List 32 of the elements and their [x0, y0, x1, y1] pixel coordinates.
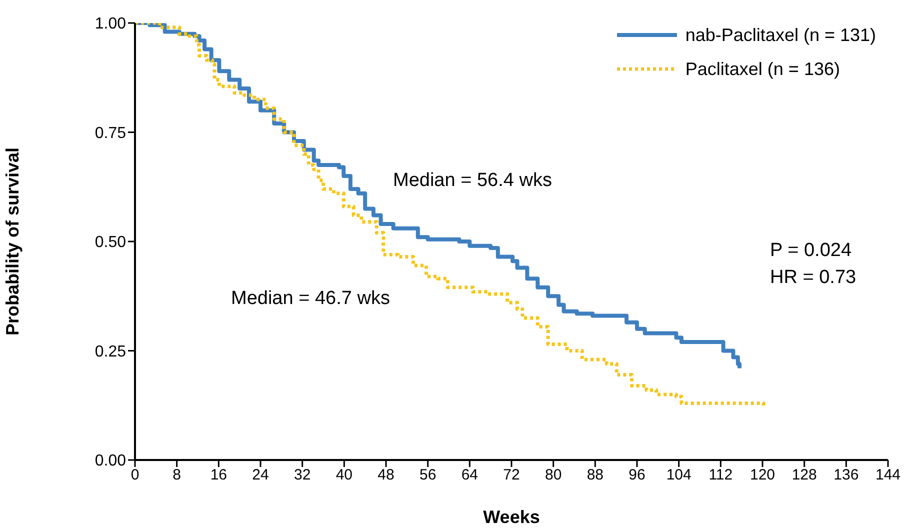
x-axis-title: Weeks [483, 507, 540, 527]
annotation: Median = 56.4 wks [393, 170, 552, 192]
y-tick-label: 0.00 [94, 452, 126, 470]
x-tick-label: 40 [336, 466, 353, 484]
annotation: P = 0.024 [770, 240, 852, 262]
x-tick-label: 56 [419, 466, 436, 484]
x-tick-label: 64 [461, 466, 478, 484]
x-tick-label: 112 [708, 466, 733, 484]
x-tick-label: 8 [172, 466, 182, 484]
x-tick-label: 88 [586, 466, 604, 484]
x-tick-label: 0 [130, 466, 140, 484]
x-tick-label: 24 [252, 466, 269, 484]
legend-label: Paclitaxel (n = 136) [685, 58, 840, 80]
y-tick-label: 0.75 [94, 124, 126, 142]
y-axis-title: Probability of survival [2, 147, 22, 336]
y-tick-label: 0.25 [94, 343, 126, 360]
x-tick-label: 144 [875, 466, 901, 484]
x-tick-label: 80 [544, 466, 562, 484]
x-tick-label: 136 [834, 466, 859, 484]
x-tick-label: 72 [503, 466, 520, 484]
annotation: Median = 46.7 wks [231, 288, 390, 310]
x-tick-label: 96 [628, 466, 646, 484]
y-tick-label: 0.50 [94, 234, 126, 252]
x-tick-label: 32 [294, 466, 311, 484]
legend-label: nab-Paclitaxel (n = 131) [685, 24, 876, 46]
y-tick-label: 1.00 [94, 16, 126, 33]
x-tick-label: 104 [666, 466, 692, 484]
x-tick-label: 16 [210, 466, 228, 484]
x-tick-label: 48 [378, 466, 394, 484]
x-tick-label: 128 [792, 466, 817, 484]
annotation: HR = 0.73 [770, 267, 856, 289]
x-tick-label: 120 [750, 466, 776, 484]
